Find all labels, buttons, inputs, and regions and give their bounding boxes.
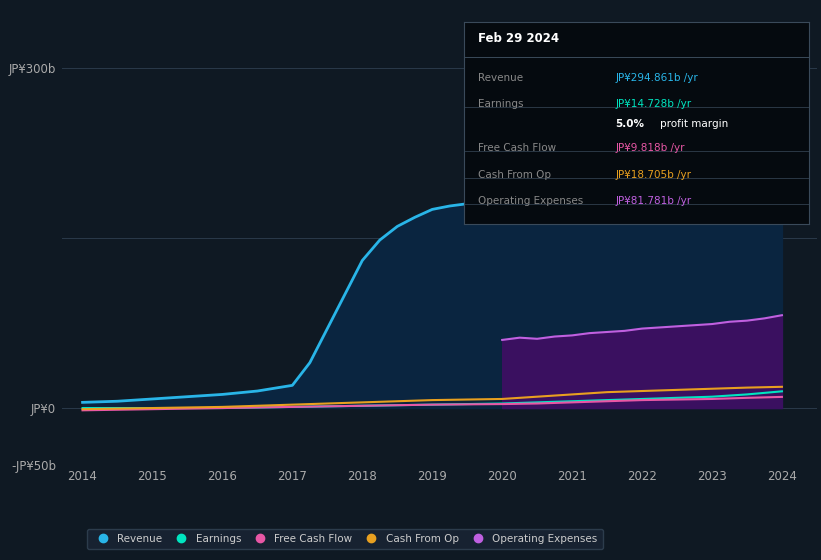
Text: JP¥81.781b /yr: JP¥81.781b /yr [616, 196, 692, 206]
Text: Cash From Op: Cash From Op [478, 170, 551, 180]
Text: JP¥18.705b /yr: JP¥18.705b /yr [616, 170, 691, 180]
Text: Feb 29 2024: Feb 29 2024 [478, 32, 559, 45]
Text: JP¥294.861b /yr: JP¥294.861b /yr [616, 73, 699, 83]
Text: JP¥14.728b /yr: JP¥14.728b /yr [616, 99, 692, 109]
Text: JP¥9.818b /yr: JP¥9.818b /yr [616, 143, 685, 153]
Text: Earnings: Earnings [478, 99, 523, 109]
Legend: Revenue, Earnings, Free Cash Flow, Cash From Op, Operating Expenses: Revenue, Earnings, Free Cash Flow, Cash … [87, 529, 603, 549]
Text: 5.0%: 5.0% [616, 119, 644, 129]
Text: Operating Expenses: Operating Expenses [478, 196, 583, 206]
Text: Revenue: Revenue [478, 73, 523, 83]
Text: Free Cash Flow: Free Cash Flow [478, 143, 556, 153]
Text: profit margin: profit margin [660, 119, 729, 129]
